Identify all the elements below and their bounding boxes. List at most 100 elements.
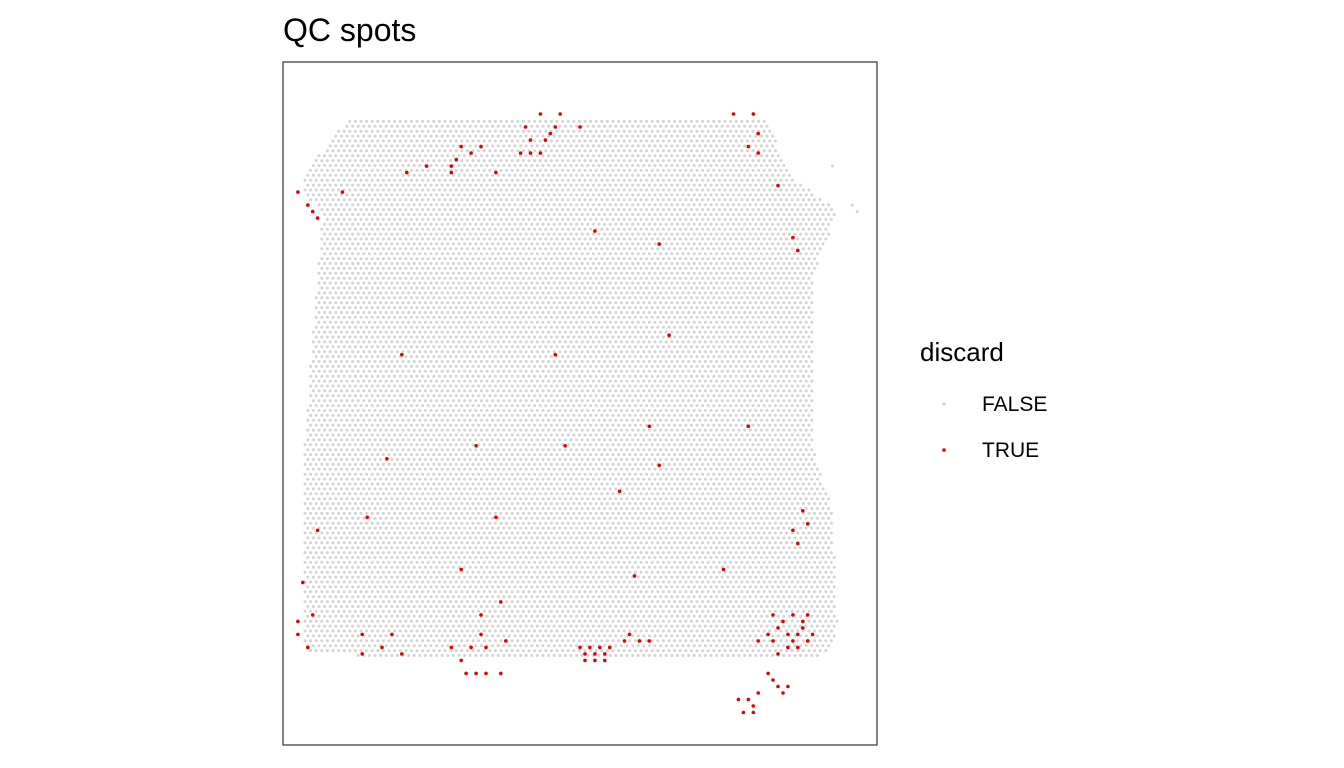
spot-false [740, 159, 744, 163]
spot-false [583, 266, 587, 270]
spot-false [785, 355, 789, 359]
spot-false [661, 325, 665, 329]
spot-false [555, 276, 559, 280]
spot-false [460, 119, 464, 123]
spot-false [423, 144, 427, 148]
spot-false [351, 301, 355, 305]
spot-false [594, 364, 598, 368]
spot-false [647, 124, 651, 128]
spot-false [799, 281, 803, 285]
spot-false [365, 227, 369, 231]
spot-false [443, 296, 447, 300]
spot-false [689, 296, 693, 300]
spot-false [757, 384, 761, 388]
spot-false [359, 266, 363, 270]
spot-false [345, 203, 349, 207]
spot-false [342, 178, 346, 182]
spot-false [701, 257, 705, 261]
spot-false [695, 325, 699, 329]
spot-false [785, 247, 789, 251]
spot-false [499, 374, 503, 378]
spot-false [465, 188, 469, 192]
spot-false [731, 360, 735, 363]
spot-false [465, 394, 469, 398]
spot-false [782, 350, 786, 354]
spot-false [409, 139, 413, 143]
spot-false [351, 173, 355, 177]
spot-false [373, 173, 377, 177]
spot-false [331, 276, 335, 280]
spot-false [771, 320, 775, 324]
spot-false [337, 188, 341, 192]
spot-false [628, 276, 632, 280]
spot-false [384, 154, 388, 158]
spot-false [451, 281, 455, 285]
spot-false [684, 345, 688, 349]
spot-false [421, 286, 425, 290]
spot-false [409, 266, 413, 270]
spot-false [608, 320, 612, 324]
spot-false [681, 291, 685, 295]
spot-false [706, 315, 710, 319]
spot-false [471, 257, 475, 261]
spot-false [787, 252, 791, 256]
spot-false [365, 119, 369, 123]
spot-false [577, 149, 581, 153]
spot-false [362, 252, 366, 256]
spot-false [477, 159, 481, 163]
spot-false [661, 315, 665, 319]
spot-false [505, 237, 509, 241]
spot-false [591, 291, 595, 295]
spot-false [367, 173, 371, 177]
spot-false [810, 271, 814, 275]
spot-false [583, 364, 587, 368]
spot-false [706, 335, 710, 339]
spot-false [421, 237, 425, 241]
spot-false [678, 306, 682, 310]
spot-false [659, 154, 663, 158]
spot-false [426, 286, 430, 290]
spot-false [636, 173, 640, 177]
spot-false [471, 384, 475, 388]
spot-false [653, 291, 657, 295]
spot-false [381, 296, 385, 300]
spot-false [449, 286, 453, 290]
spot-false [412, 134, 416, 138]
spot-false [432, 374, 436, 378]
spot-false [558, 369, 562, 373]
spot-false [807, 208, 811, 212]
spot-false [460, 306, 464, 310]
spot-false [488, 257, 492, 261]
spot-false [471, 296, 475, 300]
spot-false [356, 350, 360, 354]
spot-false [723, 276, 727, 280]
spot-false [698, 193, 702, 197]
spot-false [547, 340, 551, 344]
spot-false [493, 178, 497, 182]
spot-false [737, 154, 741, 158]
spot-false [628, 188, 632, 192]
spot-false [597, 330, 601, 334]
spot-false [575, 311, 579, 314]
spot-false [421, 266, 425, 270]
spot-false [485, 389, 489, 393]
spot-false [723, 217, 727, 221]
spot-false [502, 311, 506, 314]
spot-false [653, 252, 657, 256]
spot-false [387, 139, 391, 143]
spot-false [580, 213, 584, 216]
spot-false [362, 154, 366, 158]
spot-false [645, 364, 649, 368]
spot-false [513, 154, 517, 158]
spot-false [645, 345, 649, 349]
spot-false [748, 281, 752, 285]
spot-false [552, 389, 556, 393]
spot-false [731, 222, 735, 226]
spot-false [323, 330, 327, 334]
spot-false [737, 301, 741, 305]
spot-false [359, 227, 363, 231]
spot-false [675, 183, 679, 187]
spot-false [731, 144, 735, 148]
spot-false [421, 168, 425, 172]
spot-false [807, 237, 811, 241]
